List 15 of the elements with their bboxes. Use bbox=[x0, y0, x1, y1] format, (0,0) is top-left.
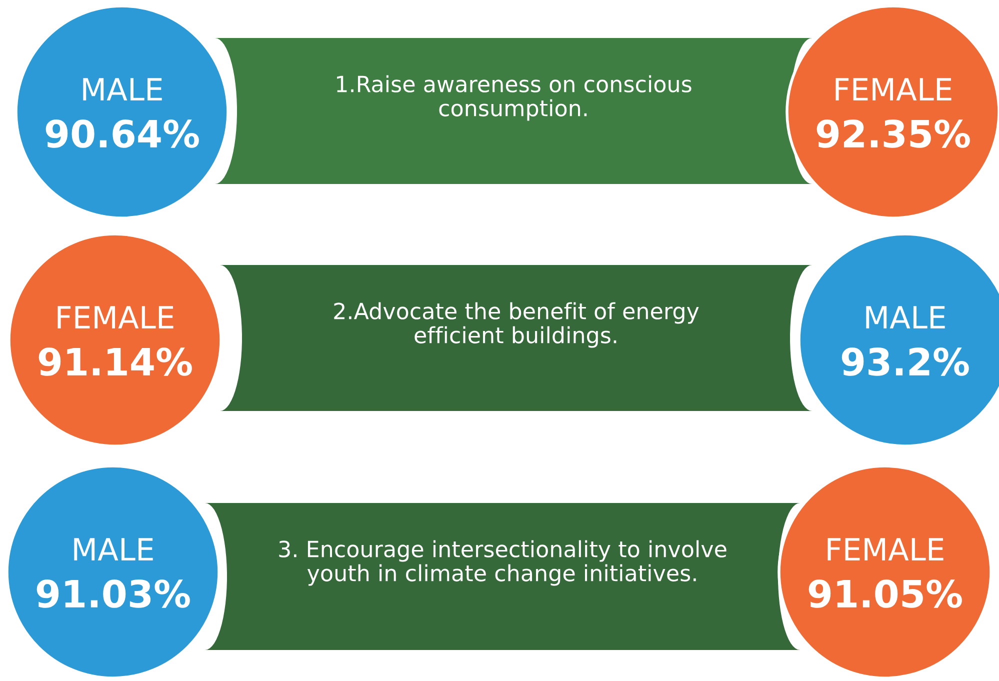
text: MALE bbox=[83, 78, 162, 100]
data-label: 91.14% bbox=[38, 348, 192, 376]
category-label: 1.Raise awareness on conscious consumption. bbox=[337, 75, 692, 121]
data-label: 93.2% bbox=[842, 348, 969, 376]
text: FEMALE bbox=[828, 538, 944, 560]
text: MALE bbox=[74, 538, 153, 560]
data-label: 92.35% bbox=[816, 120, 970, 148]
category-label: 3. Encourage intersectionality to involve youth in climate change initiatives. bbox=[279, 540, 726, 586]
data-label: 91.03% bbox=[36, 580, 190, 608]
text: FEMALE bbox=[836, 78, 952, 100]
data-label: 90.64% bbox=[46, 120, 199, 148]
series-label: MALE bbox=[866, 306, 945, 328]
series-label: FEMALE bbox=[58, 306, 174, 328]
category-label: 2.Advocate the benefit of energy efficient buildings. bbox=[334, 302, 699, 348]
data-label: 91.05% bbox=[808, 580, 962, 608]
